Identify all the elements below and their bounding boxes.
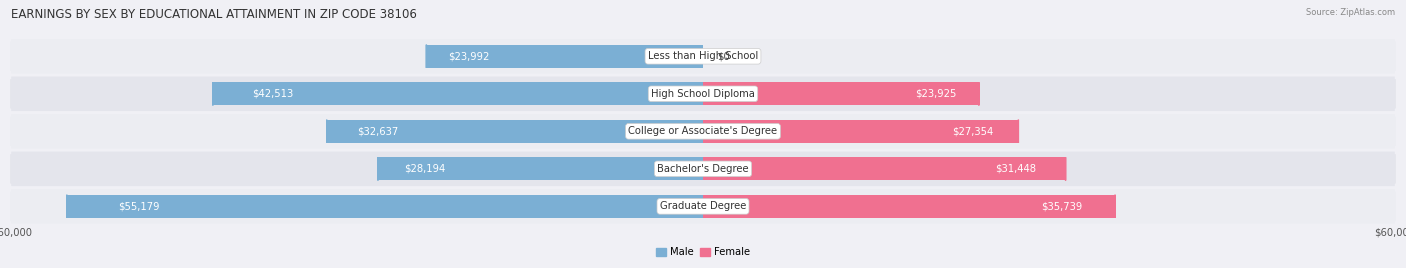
Text: Bachelor's Degree: Bachelor's Degree bbox=[657, 164, 749, 174]
Bar bbox=[67, 195, 703, 218]
Bar bbox=[426, 45, 703, 68]
Text: $32,637: $32,637 bbox=[357, 126, 398, 136]
Text: Graduate Degree: Graduate Degree bbox=[659, 201, 747, 211]
Text: Less than High School: Less than High School bbox=[648, 51, 758, 61]
FancyBboxPatch shape bbox=[11, 114, 1395, 148]
Bar bbox=[326, 120, 703, 143]
Text: $28,194: $28,194 bbox=[404, 164, 446, 174]
Text: High School Diploma: High School Diploma bbox=[651, 89, 755, 99]
Text: College or Associate's Degree: College or Associate's Degree bbox=[628, 126, 778, 136]
Bar bbox=[703, 120, 1018, 143]
FancyBboxPatch shape bbox=[11, 39, 1395, 73]
Text: $55,179: $55,179 bbox=[118, 201, 159, 211]
FancyBboxPatch shape bbox=[11, 152, 1395, 186]
Bar bbox=[703, 82, 979, 105]
FancyBboxPatch shape bbox=[11, 189, 1395, 224]
Text: $23,925: $23,925 bbox=[915, 89, 956, 99]
Bar bbox=[378, 157, 703, 180]
Text: $27,354: $27,354 bbox=[952, 126, 993, 136]
Text: $35,739: $35,739 bbox=[1040, 201, 1083, 211]
Bar bbox=[703, 195, 1115, 218]
Text: EARNINGS BY SEX BY EDUCATIONAL ATTAINMENT IN ZIP CODE 38106: EARNINGS BY SEX BY EDUCATIONAL ATTAINMEN… bbox=[11, 8, 418, 21]
Text: $31,448: $31,448 bbox=[995, 164, 1036, 174]
Bar bbox=[212, 82, 703, 105]
Legend: Male, Female: Male, Female bbox=[652, 243, 754, 261]
Text: $42,513: $42,513 bbox=[252, 89, 294, 99]
Text: Source: ZipAtlas.com: Source: ZipAtlas.com bbox=[1306, 8, 1395, 17]
FancyBboxPatch shape bbox=[11, 77, 1395, 111]
Bar bbox=[703, 157, 1066, 180]
Text: $0: $0 bbox=[717, 51, 730, 61]
Text: $23,992: $23,992 bbox=[449, 51, 489, 61]
